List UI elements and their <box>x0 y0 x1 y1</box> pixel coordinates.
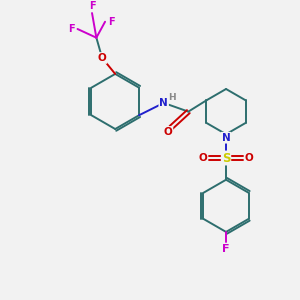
Text: O: O <box>98 53 106 63</box>
Text: O: O <box>199 153 207 163</box>
Text: F: F <box>89 1 95 11</box>
Text: F: F <box>68 24 74 34</box>
Text: O: O <box>164 127 172 137</box>
Text: H: H <box>168 93 176 102</box>
Text: N: N <box>159 98 168 108</box>
Text: O: O <box>245 153 254 163</box>
Text: N: N <box>222 133 230 143</box>
Text: F: F <box>222 244 230 254</box>
Text: F: F <box>108 17 115 27</box>
Text: S: S <box>222 152 230 164</box>
